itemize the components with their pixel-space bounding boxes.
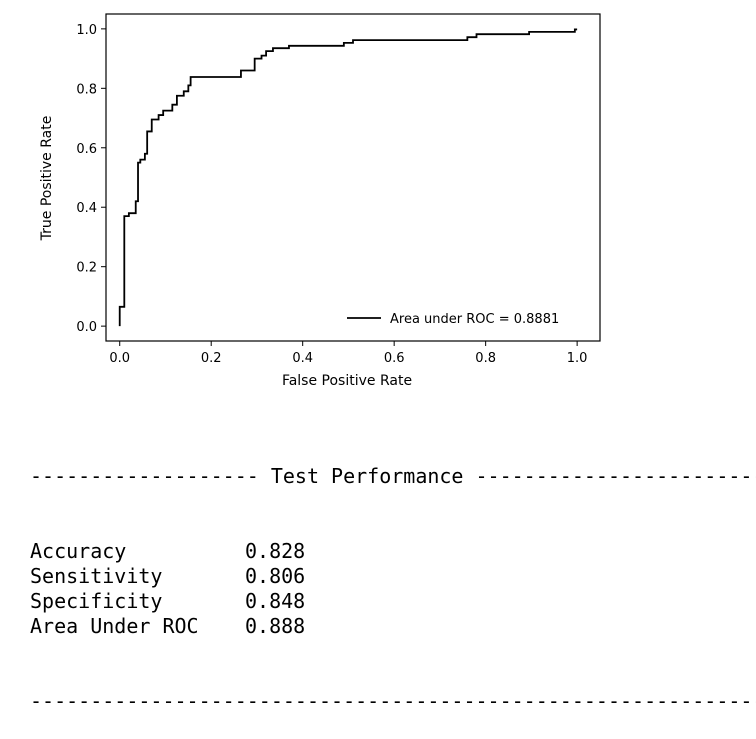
metric-label: Area Under ROC <box>30 614 199 638</box>
metric-value: 0.806 <box>245 564 306 588</box>
test-performance-report: ------------------- Test Performance ---… <box>30 414 756 739</box>
report-footer-rule: ----------------------------------------… <box>30 689 756 713</box>
roc-chart: 0.0 0.2 0.4 0.6 0.8 1.0 0.0 0.2 0.4 0.6 0.8 1.0 Ar… <box>39 13 601 389</box>
y-axis-label: True Positive Rate <box>39 116 55 242</box>
metric-row: Specificity 0.848 <box>30 589 756 614</box>
x-tick-label: 1.0 <box>567 351 588 366</box>
plot-area-frame <box>105 13 601 342</box>
report-header-rule: ------------------- Test Performance ---… <box>30 464 756 488</box>
metric-value: 0.848 <box>245 589 306 613</box>
metric-label: Accuracy <box>30 539 127 563</box>
x-tick-label: 0.4 <box>292 351 313 366</box>
y-tick-label: 0.8 <box>76 82 97 97</box>
x-axis-label: False Positive Rate <box>282 373 412 389</box>
metric-row: Sensitivity 0.806 <box>30 564 756 589</box>
metric-value: 0.828 <box>245 539 306 563</box>
y-tick-label: 0.6 <box>76 142 97 157</box>
x-tick-label: 0.2 <box>201 351 222 366</box>
x-tick-label: 0.8 <box>475 351 496 366</box>
y-tick-label: 1.0 <box>76 23 97 38</box>
metric-row: Accuracy 0.828 <box>30 539 756 564</box>
y-tick-label: 0.0 <box>76 320 97 335</box>
x-axis-ticks: 0.0 0.2 0.4 0.6 0.8 1.0 <box>109 341 587 366</box>
metric-label: Specificity <box>30 589 163 613</box>
roc-curve-line <box>118 28 578 327</box>
y-tick-label: 0.2 <box>76 261 97 276</box>
x-tick-label: 0.6 <box>384 351 405 366</box>
metric-row: Area Under ROC 0.888 <box>30 614 756 639</box>
metric-label: Sensitivity <box>30 564 163 588</box>
y-tick-label: 0.4 <box>76 201 97 216</box>
y-axis-ticks: 0.0 0.2 0.4 0.6 0.8 1.0 <box>76 23 106 335</box>
x-tick-label: 0.0 <box>109 351 130 366</box>
legend: Area under ROC = 0.8881 <box>347 312 559 327</box>
legend-entry-label: Area under ROC = 0.8881 <box>390 312 559 327</box>
metric-value: 0.888 <box>245 614 306 638</box>
report-rows: Accuracy 0.828 Sensitivity 0.806 Specificity… <box>30 539 756 639</box>
